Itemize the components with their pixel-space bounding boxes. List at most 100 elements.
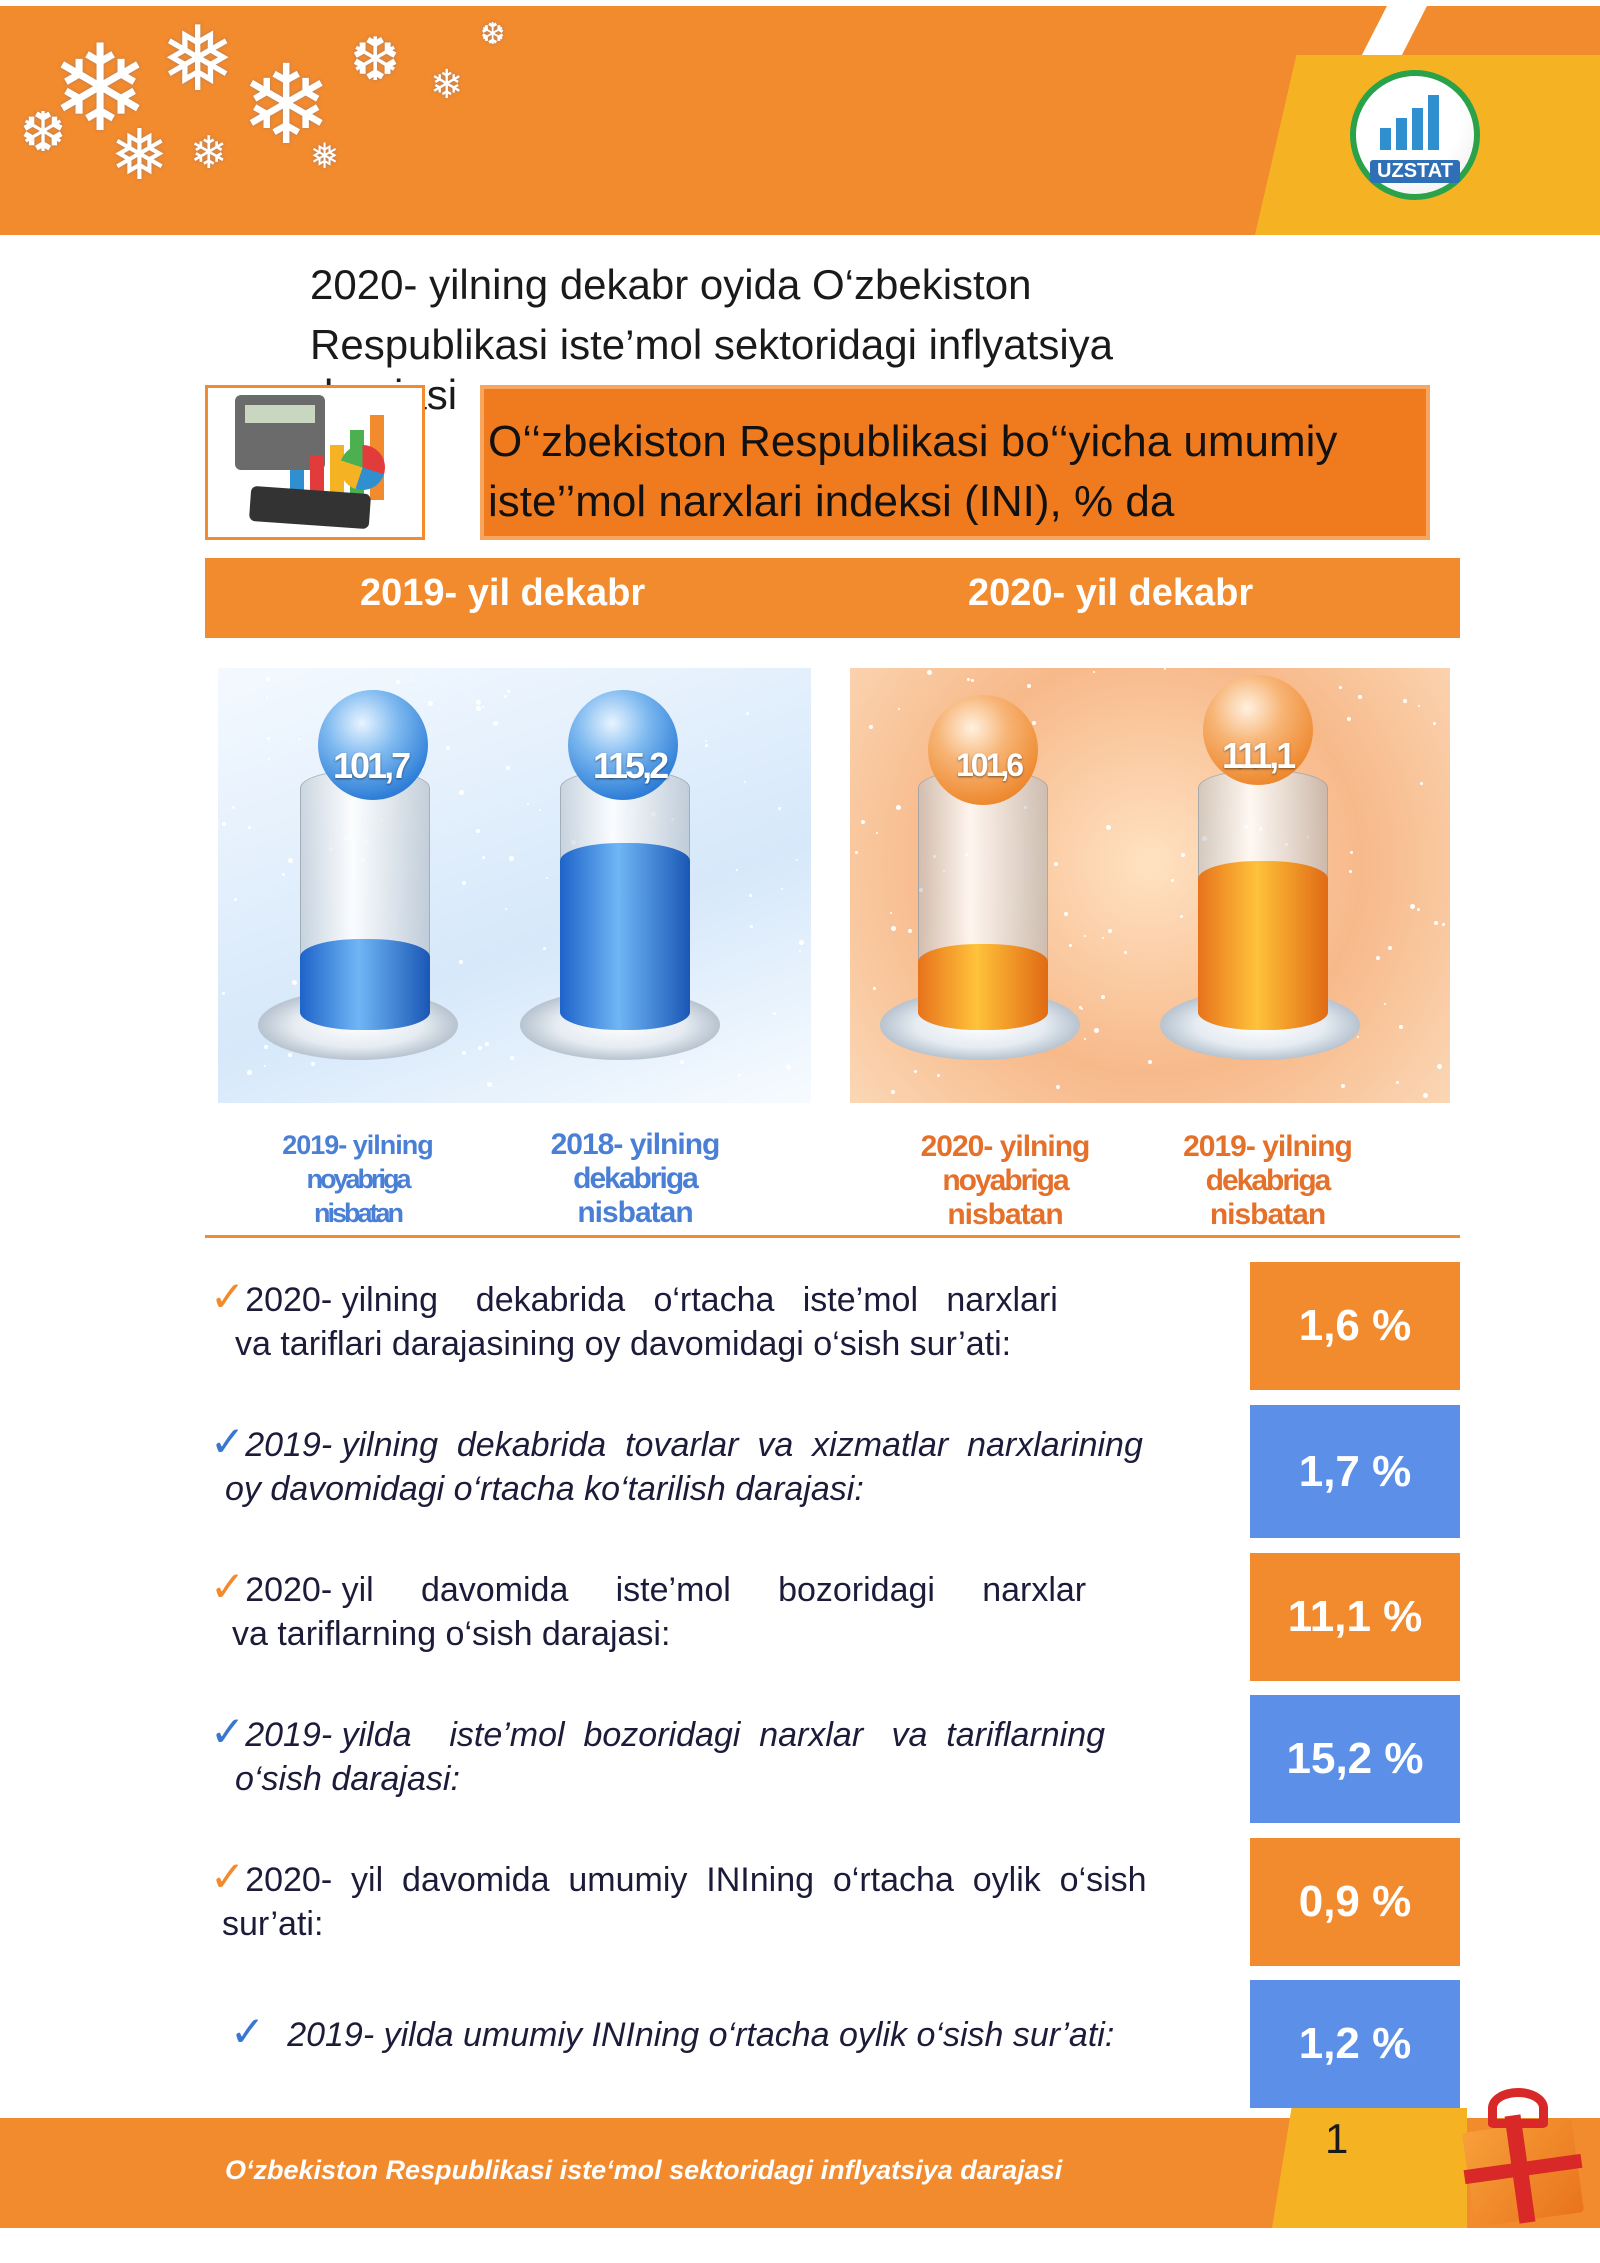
snow-dot (1396, 1081, 1399, 1084)
snow-dot (1069, 944, 1072, 947)
stat-row-1: ✓2020- yilning dekabrida o‘rtacha iste’m… (210, 1275, 1240, 1366)
snow-dot (1437, 1064, 1442, 1069)
snow-dot (799, 940, 804, 945)
snow-dot (222, 992, 225, 995)
value-label-blue-1: 101,7 (333, 745, 411, 786)
cylinder-blue-1 (300, 770, 430, 1030)
footer-text: O‘zbekiston Respublikasi iste‘mol sektor… (225, 2155, 1063, 2185)
stat-row-4: ✓2019- yilda iste’mol bozoridagi narxlar… (210, 1710, 1240, 1801)
snow-dot (967, 678, 970, 681)
snow-dot (493, 721, 498, 726)
page-number-tab (1272, 2108, 1467, 2228)
gift-icon (1460, 2070, 1585, 2228)
snow-dot (786, 1065, 791, 1070)
caption-orange-1: 2020- yilning noyabriga nisbatan (895, 1130, 1115, 1232)
snow-dot (505, 908, 507, 910)
snow-dot (292, 980, 297, 985)
snow-dot (876, 832, 878, 834)
value-sphere-orange-2 (1203, 675, 1313, 785)
snow-dot (311, 1062, 315, 1066)
snow-dot (282, 873, 285, 876)
snow-dot (1181, 853, 1185, 857)
snow-dot (266, 697, 268, 699)
stat-value-box: 15,2 % (1250, 1695, 1460, 1823)
snow-dot (527, 803, 529, 805)
snow-dot (482, 856, 485, 859)
snow-dot (476, 706, 481, 711)
snow-dot (778, 807, 781, 810)
snow-dot (510, 1056, 514, 1060)
snow-dot (796, 859, 798, 861)
snow-dot (1347, 717, 1351, 721)
snow-dot (487, 1082, 492, 1087)
snowflake-icon: ❄ (190, 126, 228, 179)
caption-line: nisbatan (1209, 1198, 1326, 1231)
snow-dot (1102, 937, 1104, 939)
snow-dot (705, 744, 708, 747)
snow-dot (1027, 684, 1031, 688)
value-label-orange-2: 111,1 (1222, 735, 1296, 776)
caption-line: noyabriga (942, 1164, 1069, 1197)
snow-dot (539, 809, 541, 811)
section-divider (205, 1235, 1460, 1238)
caption-blue-2: 2018- yilning dekabriga nisbatan (520, 1128, 750, 1230)
cylinder-orange-1 (918, 770, 1048, 1030)
stat-text-line-1: 2019- yilning dekabrida tovarlar va xizm… (245, 1426, 1143, 1464)
snow-dot (1101, 995, 1105, 999)
stat-text-line-1: 2020- yil davomida iste’mol bozoridagi n… (245, 1571, 1087, 1609)
value-sphere-blue-2 (568, 690, 678, 800)
value-sphere-orange-1 (928, 695, 1038, 805)
snow-dot (504, 695, 507, 698)
caption-line: 2020- yilning (920, 1130, 1091, 1163)
value-label-orange-1: 101,6 (956, 747, 1024, 783)
snow-dot (744, 781, 746, 783)
page-title: 2020- yilning dekabr oyida O‘zbekiston R… (310, 255, 1290, 375)
caption-line: dekabriga (1205, 1164, 1332, 1197)
snow-dot (247, 1070, 252, 1075)
snow-dot (869, 725, 873, 729)
snow-dot (1358, 695, 1362, 699)
snow-dot (459, 790, 464, 795)
title-line-2: Respublikasi iste’mol sektoridagi inflya… (310, 321, 1114, 368)
snow-dot (1056, 1085, 1060, 1089)
snow-dot (1081, 1008, 1083, 1010)
caption-line: 2019- yilning (282, 1130, 434, 1160)
caption-blue-1: 2019- yilning noyabriga nisbatan (250, 1128, 465, 1230)
snow-dot (781, 888, 783, 890)
snow-dot (396, 680, 400, 684)
snow-dot (232, 806, 235, 809)
snow-dot (1171, 879, 1174, 882)
index-heading-box (480, 385, 1430, 540)
cylinder-orange-2 (1198, 770, 1328, 1030)
snow-dot (264, 1045, 268, 1049)
snow-dot (1357, 1036, 1359, 1038)
stat-value-box: 1,7 % (1250, 1405, 1460, 1538)
snow-dot (1384, 1003, 1386, 1005)
checkmark-icon: ✓ (210, 1417, 246, 1466)
snow-dot (234, 898, 237, 901)
stat-text-line-2: va tariflari darajasining oy davomidagi … (235, 1325, 1012, 1363)
snow-dot (462, 1051, 466, 1055)
year-label-2019: 2019- yil dekabr (360, 572, 646, 614)
snow-dot (799, 950, 801, 952)
snowflake-icon: ❄ (50, 20, 151, 159)
snow-dot (1376, 956, 1380, 960)
snow-dot (298, 738, 300, 740)
snow-dot (1106, 825, 1111, 830)
snow-dot (266, 677, 270, 681)
pie-chart-icon (340, 445, 385, 490)
caption-line: nisbatan (577, 1196, 693, 1229)
snow-dot (1054, 862, 1058, 866)
title-line-1: 2020- yilning dekabr oyida O‘zbekiston (310, 261, 1032, 308)
snow-dot (749, 894, 752, 897)
snow-dot (1417, 908, 1420, 911)
snow-dot (1148, 1060, 1152, 1064)
snow-dot (1434, 921, 1438, 925)
caption-line: noyabriga (306, 1164, 411, 1194)
snow-dot (1108, 929, 1112, 933)
snow-dot (746, 712, 749, 715)
snow-dot (1064, 912, 1068, 916)
page-number: 1 (1325, 2115, 1349, 2162)
stat-value-box: 1,2 % (1250, 1980, 1460, 2108)
checkmark-icon: ✓ (230, 2007, 266, 2056)
